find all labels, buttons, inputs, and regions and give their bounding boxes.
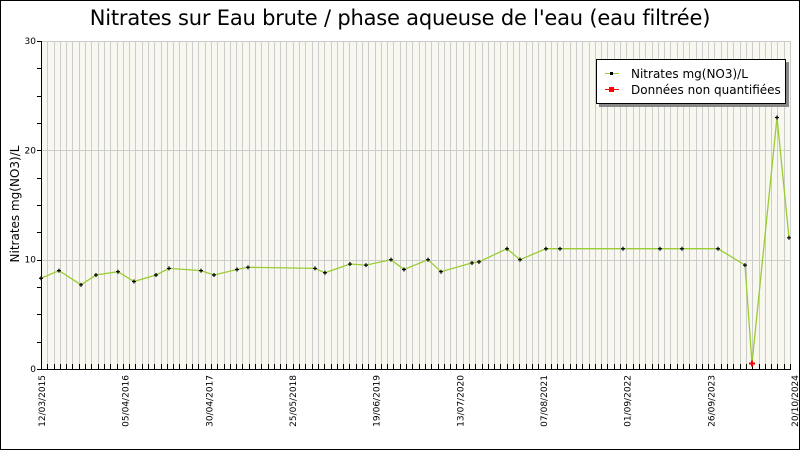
data-point: [621, 246, 625, 251]
x-tick-label: 13/07/2020: [456, 375, 466, 427]
data-point: [132, 279, 136, 284]
data-point: [544, 246, 548, 251]
x-tick-label: 20/10/2024: [791, 375, 800, 427]
nitrates-line: [40, 117, 790, 364]
data-point: [167, 266, 171, 271]
data-point: [348, 262, 352, 267]
x-tick-label: 07/08/2021: [540, 375, 550, 427]
x-tick-label: 30/04/2017: [205, 375, 215, 427]
legend-swatch-nitrates: [605, 69, 619, 79]
data-point: [477, 259, 481, 264]
data-point: [246, 265, 250, 270]
data-point: [439, 269, 443, 274]
data-point: [364, 263, 368, 268]
data-point: [212, 272, 216, 277]
x-tick-label: 26/09/2023: [707, 375, 717, 427]
data-point: [39, 276, 43, 281]
x-tick-label: 05/04/2016: [122, 375, 132, 427]
data-point: [94, 272, 98, 277]
legend-item-nitrates: Nitrates mg(NO3)/L: [605, 66, 748, 82]
x-tick-label: 01/09/2022: [624, 375, 634, 427]
data-point: [470, 260, 474, 265]
data-point: [116, 269, 120, 274]
data-point: [154, 272, 158, 277]
x-tick-label: 12/03/2015: [38, 375, 48, 427]
data-point: [505, 246, 509, 251]
data-point: [389, 257, 393, 262]
chart-title: Nitrates sur Eau brute / phase aqueuse d…: [89, 6, 711, 30]
legend: Nitrates mg(NO3)/L Données non quantifié…: [596, 59, 786, 104]
data-point: [402, 267, 406, 272]
data-point: [57, 268, 61, 273]
data-point: [787, 235, 791, 240]
data-point: [235, 267, 239, 272]
y-tick-label: 0: [30, 365, 36, 375]
data-point: [680, 246, 684, 251]
legend-item-non-quantified: Données non quantifiées: [605, 82, 781, 98]
y-tick-label: 20: [25, 146, 37, 156]
data-point: [199, 268, 203, 273]
legend-label: Nitrates mg(NO3)/L: [631, 67, 748, 81]
data-point: [716, 246, 720, 251]
data-point: [743, 263, 747, 268]
data-point: [518, 257, 522, 262]
data-point: [79, 282, 83, 287]
y-tick-label: 10: [25, 256, 37, 266]
legend-label: Données non quantifiées: [631, 83, 781, 97]
data-point: [775, 115, 779, 120]
x-tick-label: 19/06/2019: [373, 375, 383, 427]
legend-swatch-non-quantified: [605, 85, 619, 95]
data-point: [558, 246, 562, 251]
data-point: [323, 270, 327, 275]
data-point: [313, 266, 317, 271]
data-point: [658, 246, 662, 251]
y-tick-label: 30: [25, 37, 37, 47]
non-quantified-point: [749, 360, 755, 367]
x-tick-label: 25/05/2018: [289, 375, 299, 427]
data-point: [426, 257, 430, 262]
